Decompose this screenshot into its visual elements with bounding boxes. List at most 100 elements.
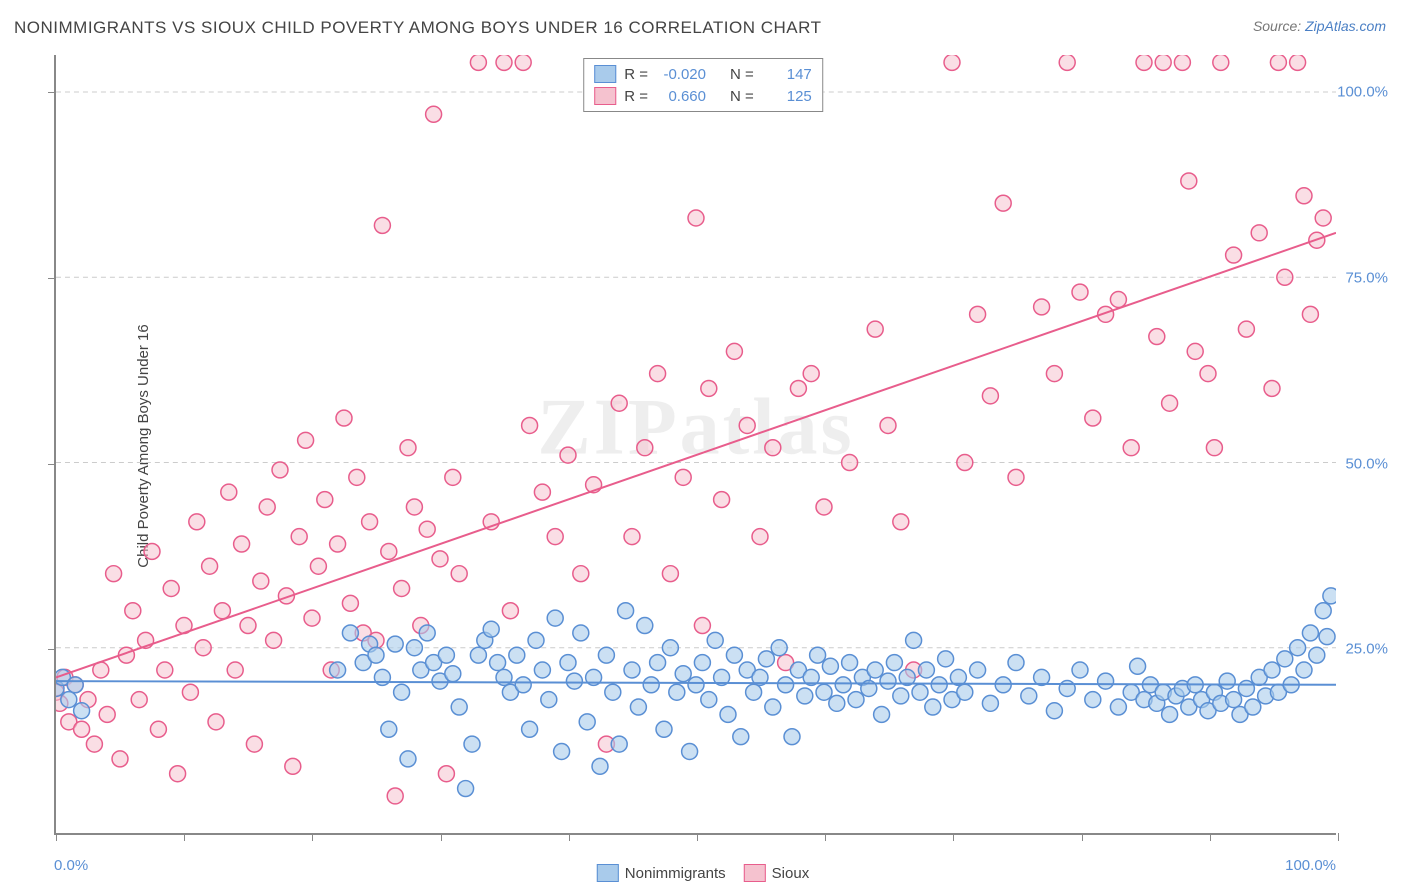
scatter-point [752, 529, 768, 545]
scatter-point [931, 677, 947, 693]
scatter-point [349, 469, 365, 485]
x-tick-label-max: 100.0% [1285, 857, 1336, 874]
scatter-point [1181, 173, 1197, 189]
scatter-point [1130, 658, 1146, 674]
scatter-point [925, 699, 941, 715]
scatter-point [662, 640, 678, 656]
scatter-point [1315, 603, 1331, 619]
y-tick [48, 649, 56, 650]
scatter-point [867, 662, 883, 678]
scatter-point [1046, 366, 1062, 382]
scatter-point [541, 692, 557, 708]
legend-stats: R = -0.020 N = 147 R = 0.660 N = 125 [583, 58, 823, 112]
scatter-point [368, 647, 384, 663]
scatter-point [86, 736, 102, 752]
scatter-point [688, 210, 704, 226]
scatter-point [419, 625, 435, 641]
scatter-point [1072, 284, 1088, 300]
scatter-point [163, 581, 179, 597]
scatter-point [675, 469, 691, 485]
scatter-point [99, 706, 115, 722]
scatter-point [522, 417, 538, 433]
scatter-point [1226, 247, 1242, 263]
scatter-point [1302, 625, 1318, 641]
scatter-point [874, 706, 890, 722]
scatter-point [1008, 655, 1024, 671]
scatter-point [490, 655, 506, 671]
y-tick-label: 100.0% [1337, 84, 1388, 101]
scatter-point [419, 521, 435, 537]
n-value-1: 125 [762, 88, 812, 105]
scatter-point [1290, 640, 1306, 656]
scatter-point [778, 677, 794, 693]
scatter-point [707, 632, 723, 648]
scatter-point [381, 543, 397, 559]
scatter-point [310, 558, 326, 574]
scatter-point [592, 758, 608, 774]
scatter-point [662, 566, 678, 582]
plot-area: ZIPatlas [54, 55, 1336, 835]
x-tick [697, 833, 698, 841]
scatter-point [1213, 55, 1229, 70]
scatter-point [125, 603, 141, 619]
scatter-point [688, 677, 704, 693]
scatter-point [515, 677, 531, 693]
scatter-point [170, 766, 186, 782]
scatter-point [560, 655, 576, 671]
scatter-point [784, 729, 800, 745]
scatter-point [803, 366, 819, 382]
scatter-point [970, 306, 986, 322]
scatter-point [720, 706, 736, 722]
scatter-point [675, 666, 691, 682]
scatter-point [650, 655, 666, 671]
scatter-point [1085, 410, 1101, 426]
scatter-point [886, 655, 902, 671]
scatter-point [394, 581, 410, 597]
x-tick [56, 833, 57, 841]
y-tick [48, 278, 56, 279]
scatter-point [1226, 692, 1242, 708]
scatter-point [1174, 55, 1190, 70]
legend-series: Nonimmigrants Sioux [597, 864, 809, 882]
scatter-point [1296, 662, 1312, 678]
scatter-point [982, 695, 998, 711]
x-tick [569, 833, 570, 841]
x-tick [441, 833, 442, 841]
scatter-point [112, 751, 128, 767]
scatter-point [182, 684, 198, 700]
scatter-point [694, 618, 710, 634]
scatter-point [387, 636, 403, 652]
scatter-point [534, 662, 550, 678]
scatter-point [746, 684, 762, 700]
scatter-point [1187, 343, 1203, 359]
chart-title: NONIMMIGRANTS VS SIOUX CHILD POVERTY AMO… [14, 18, 822, 38]
legend-stats-row-0: R = -0.020 N = 147 [594, 63, 812, 85]
scatter-point [150, 721, 166, 737]
scatter-point [1290, 55, 1306, 70]
scatter-point [1315, 210, 1331, 226]
scatter-point [611, 736, 627, 752]
scatter-point [637, 618, 653, 634]
scatter-point [227, 662, 243, 678]
scatter-point [1034, 299, 1050, 315]
scatter-point [643, 677, 659, 693]
scatter-point [240, 618, 256, 634]
scatter-point [1110, 699, 1126, 715]
scatter-point [74, 721, 90, 737]
scatter-point [509, 647, 525, 663]
scatter-point [656, 721, 672, 737]
scatter-point [1110, 292, 1126, 308]
scatter-point [1277, 269, 1293, 285]
scatter-point [406, 640, 422, 656]
scatter-point [1309, 647, 1325, 663]
scatter-point [547, 610, 563, 626]
scatter-point [790, 380, 806, 396]
scatter-point [387, 788, 403, 804]
scatter-point [1302, 306, 1318, 322]
legend-label-sioux: Sioux [772, 865, 810, 882]
scatter-point [394, 684, 410, 700]
scatter-point [816, 499, 832, 515]
scatter-point [522, 721, 538, 737]
source-link[interactable]: ZipAtlas.com [1305, 18, 1386, 34]
legend-swatch-nonimmigrants [594, 65, 616, 83]
